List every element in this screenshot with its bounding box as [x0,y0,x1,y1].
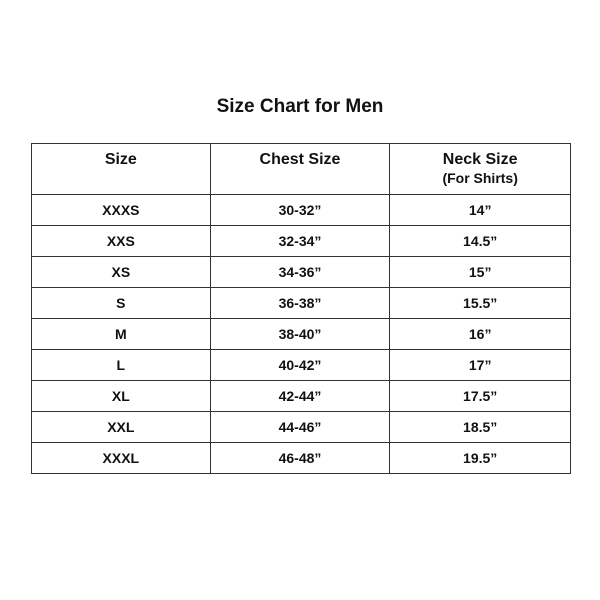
cell-size: XXS [31,225,211,257]
table-row: XXXS 30-32” 14” [31,194,571,226]
cell-neck: 16” [389,318,571,350]
table-row: XXL 44-46” 18.5” [31,411,571,443]
cell-size: L [31,349,211,381]
cell-chest: 30-32” [209,194,391,226]
cell-chest: 42-44” [209,380,391,412]
table-row: M 38-40” 16” [31,318,571,350]
page-title: Size Chart for Men [216,96,384,117]
header-row: Size Chest Size Neck Size (For Shirts) [31,143,571,195]
cell-chest: 46-48” [209,442,391,474]
cell-size: XL [31,380,211,412]
cell-size: XXXS [31,194,211,226]
cell-neck: 14” [389,194,571,226]
cell-neck: 15.5” [389,287,571,319]
size-chart-table: Size Chest Size Neck Size (For Shirts) XX… [31,143,571,474]
cell-chest: 32-34” [209,225,391,257]
table-row: XS 34-36” 15” [31,256,571,288]
cell-chest: 36-38” [209,287,391,319]
cell-chest: 34-36” [209,256,391,288]
cell-neck: 15” [389,256,571,288]
header-neck: Neck Size (For Shirts) [389,143,571,195]
table-row: L 40-42” 17” [31,349,571,381]
header-chest: Chest Size [209,143,391,195]
cell-chest: 44-46” [209,411,391,443]
table-row: XL 42-44” 17.5” [31,380,571,412]
table-row: XXXL 46-48” 19.5” [31,442,571,474]
cell-neck: 17” [389,349,571,381]
cell-size: XS [31,256,211,288]
cell-chest: 38-40” [209,318,391,350]
cell-size: S [31,287,211,319]
cell-chest: 40-42” [209,349,391,381]
cell-neck: 14.5” [389,225,571,257]
cell-size: M [31,318,211,350]
table-row: XXS 32-34” 14.5” [31,225,571,257]
cell-size: XXXL [31,442,211,474]
header-neck-label: Neck Size [442,151,518,168]
header-neck-sub: (For Shirts) [442,170,518,186]
header-size: Size [31,143,211,195]
cell-neck: 19.5” [389,442,571,474]
cell-size: XXL [31,411,211,443]
cell-neck: 17.5” [389,380,571,412]
table-row: S 36-38” 15.5” [31,287,571,319]
cell-neck: 18.5” [389,411,571,443]
